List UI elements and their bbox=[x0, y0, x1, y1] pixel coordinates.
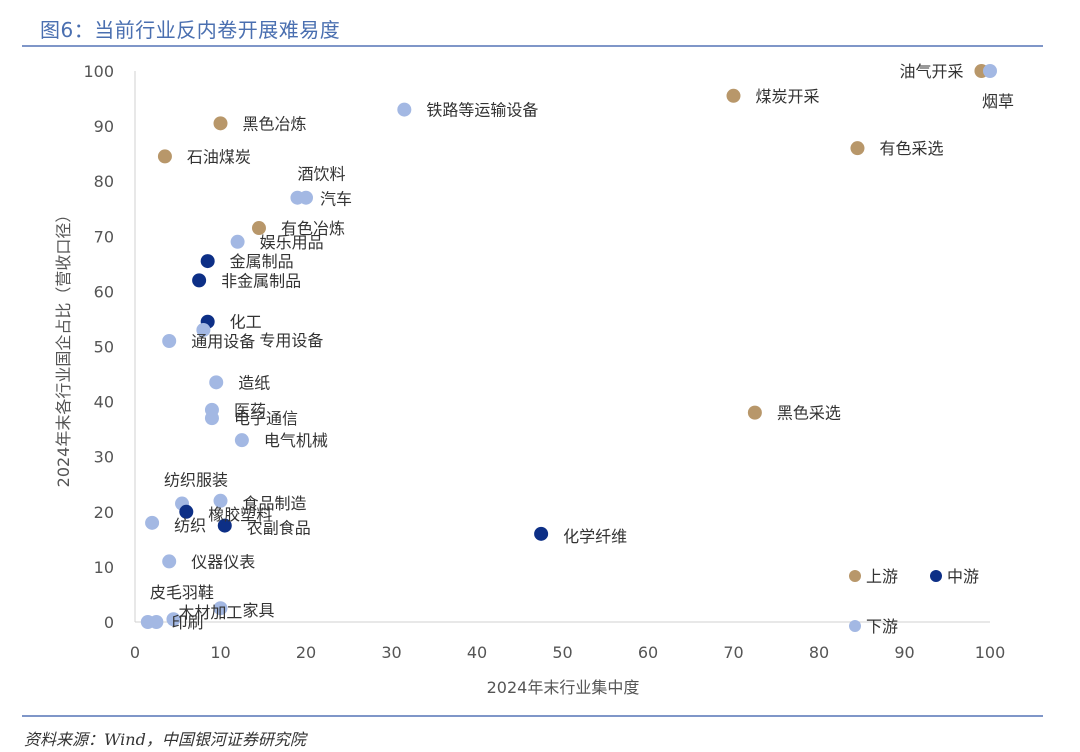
point-label: 印刷 bbox=[171, 613, 203, 632]
legend-label: 下游 bbox=[866, 617, 898, 636]
y-tick-label: 50 bbox=[94, 338, 114, 357]
point-label: 通用设备 bbox=[191, 332, 255, 351]
data-point bbox=[209, 375, 224, 390]
point-label: 木材加工 bbox=[178, 603, 242, 622]
data-point bbox=[162, 554, 177, 569]
data-point bbox=[149, 615, 164, 629]
legend-marker bbox=[849, 570, 861, 582]
point-label: 造纸 bbox=[238, 373, 270, 392]
point-label: 金属制品 bbox=[230, 252, 294, 271]
legend-label: 中游 bbox=[947, 567, 979, 586]
point-label: 农副食品 bbox=[247, 519, 311, 538]
x-tick-label: 50 bbox=[552, 643, 572, 662]
data-point bbox=[213, 493, 228, 508]
point-label: 烟草 bbox=[982, 92, 1014, 111]
y-tick-label: 80 bbox=[94, 172, 114, 191]
data-point bbox=[166, 612, 181, 627]
point-label: 纺织服装 bbox=[164, 471, 228, 490]
data-point bbox=[726, 88, 741, 103]
point-label: 食品制造 bbox=[243, 494, 307, 513]
y-tick-label: 60 bbox=[94, 282, 114, 301]
bottom-rule bbox=[22, 715, 1043, 717]
data-point bbox=[200, 254, 215, 269]
data-point bbox=[145, 515, 160, 530]
point-label: 汽车 bbox=[320, 190, 352, 209]
data-point bbox=[251, 221, 266, 236]
legend-marker bbox=[849, 620, 861, 632]
point-label: 石油煤炭 bbox=[187, 147, 251, 166]
point-label: 黑色采选 bbox=[777, 404, 841, 423]
data-point bbox=[179, 504, 194, 519]
x-tick-label: 60 bbox=[638, 643, 658, 662]
point-label: 黑色冶炼 bbox=[243, 114, 307, 133]
point-label: 电气机械 bbox=[264, 431, 328, 450]
point-label: 化工 bbox=[230, 313, 262, 332]
y-tick-label: 30 bbox=[94, 448, 114, 467]
point-label: 有色采选 bbox=[879, 139, 943, 158]
x-tick-label: 0 bbox=[130, 643, 140, 662]
data-points bbox=[140, 64, 997, 629]
point-label: 皮毛羽鞋 bbox=[150, 583, 214, 602]
point-label: 橡胶塑料 bbox=[208, 505, 272, 524]
data-point bbox=[157, 149, 172, 164]
x-tick-label: 90 bbox=[894, 643, 914, 662]
data-point bbox=[192, 273, 207, 288]
scatter-chart: 0 10 20 30 40 50 60 70 80 90 100 0 10 20 30 40 50 60 70 80 9… bbox=[54, 62, 1014, 697]
y-axis-title: 2024年末各行业国企占比（营收口径） bbox=[54, 207, 73, 488]
x-tick-label: 70 bbox=[723, 643, 743, 662]
data-point bbox=[299, 190, 313, 205]
legend-label: 上游 bbox=[866, 567, 898, 586]
point-label: 专用设备 bbox=[259, 331, 323, 350]
y-tick-label: 10 bbox=[94, 558, 114, 577]
data-point bbox=[213, 601, 228, 616]
y-tick-label: 90 bbox=[94, 117, 114, 136]
data-point bbox=[230, 234, 245, 249]
data-point bbox=[983, 64, 997, 78]
y-tick-label: 70 bbox=[94, 227, 114, 246]
point-label: 非金属制品 bbox=[221, 271, 301, 290]
x-tick-label: 40 bbox=[467, 643, 487, 662]
x-tick-label: 10 bbox=[210, 643, 230, 662]
point-label: 纺织 bbox=[174, 516, 206, 535]
point-label: 铁路等运输设备 bbox=[426, 101, 538, 120]
axes: 0 10 20 30 40 50 60 70 80 90 100 0 10 20 30 40 50 60 70 80 9… bbox=[83, 62, 1005, 662]
data-point bbox=[747, 405, 762, 420]
point-label: 电子通信 bbox=[234, 409, 298, 428]
data-point bbox=[234, 433, 249, 448]
point-label: 医药 bbox=[234, 401, 266, 420]
point-label: 化学纤维 bbox=[563, 527, 627, 546]
x-axis-title: 2024年末行业集中度 bbox=[487, 678, 640, 697]
y-tick-label: 0 bbox=[104, 613, 114, 632]
y-tick-label: 20 bbox=[94, 503, 114, 522]
data-point bbox=[217, 518, 232, 533]
x-tick-label: 80 bbox=[809, 643, 829, 662]
point-label: 煤炭开采 bbox=[756, 87, 820, 106]
x-tick-label: 30 bbox=[381, 643, 401, 662]
data-point bbox=[196, 322, 211, 337]
y-tick-label: 40 bbox=[94, 393, 114, 412]
data-point bbox=[397, 102, 412, 117]
data-point bbox=[162, 333, 177, 348]
point-label: 油气开采 bbox=[899, 62, 963, 81]
legend-marker bbox=[930, 570, 942, 582]
y-tick-label: 100 bbox=[83, 62, 114, 81]
top-rule bbox=[22, 45, 1043, 47]
point-label: 有色冶炼 bbox=[281, 219, 345, 238]
x-tick-label: 100 bbox=[975, 643, 1006, 662]
data-point bbox=[213, 116, 228, 131]
data-point bbox=[534, 526, 549, 541]
point-label: 仪器仪表 bbox=[191, 552, 255, 571]
point-label: 酒饮料 bbox=[297, 165, 345, 184]
source-note: 资料来源：Wind，中国银河证券研究院 bbox=[24, 730, 306, 749]
point-label: 家具 bbox=[243, 601, 275, 620]
point-label: 娱乐用品 bbox=[260, 233, 324, 252]
x-tick-label: 20 bbox=[296, 643, 316, 662]
data-point bbox=[204, 411, 219, 426]
data-point bbox=[850, 141, 865, 156]
figure-title: 图6：当前行业反内卷开展难易度 bbox=[40, 18, 341, 42]
